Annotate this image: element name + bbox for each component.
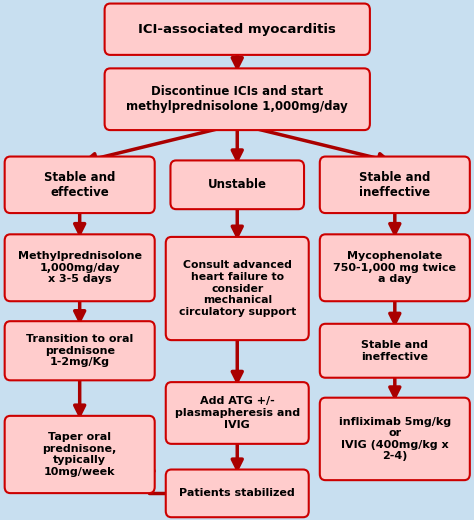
FancyBboxPatch shape xyxy=(166,237,309,340)
Text: Stable and
ineffective: Stable and ineffective xyxy=(361,340,428,361)
Text: Consult advanced
heart failure to
consider
mechanical
circulatory support: Consult advanced heart failure to consid… xyxy=(179,261,296,317)
Text: Add ATG +/-
plasmapheresis and
IVIG: Add ATG +/- plasmapheresis and IVIG xyxy=(175,396,300,430)
FancyBboxPatch shape xyxy=(320,157,470,213)
FancyBboxPatch shape xyxy=(320,398,470,480)
FancyBboxPatch shape xyxy=(105,68,370,130)
Text: Stable and
ineffective: Stable and ineffective xyxy=(359,171,430,199)
FancyBboxPatch shape xyxy=(105,4,370,55)
FancyBboxPatch shape xyxy=(320,235,470,301)
Text: Mycophenolate
750-1,000 mg twice
a day: Mycophenolate 750-1,000 mg twice a day xyxy=(333,251,456,284)
FancyBboxPatch shape xyxy=(5,157,155,213)
Text: Unstable: Unstable xyxy=(208,178,267,191)
Text: Taper oral
prednisone,
typically
10mg/week: Taper oral prednisone, typically 10mg/we… xyxy=(43,432,117,477)
FancyBboxPatch shape xyxy=(171,161,304,209)
Text: Stable and
effective: Stable and effective xyxy=(44,171,115,199)
Text: ICI-associated myocarditis: ICI-associated myocarditis xyxy=(138,23,336,36)
FancyBboxPatch shape xyxy=(5,235,155,301)
FancyBboxPatch shape xyxy=(166,470,309,517)
Text: infliximab 5mg/kg
or
IVIG (400mg/kg x
2-4): infliximab 5mg/kg or IVIG (400mg/kg x 2-… xyxy=(339,417,451,461)
Text: Patients stabilized: Patients stabilized xyxy=(179,488,295,498)
FancyBboxPatch shape xyxy=(166,382,309,444)
Text: Discontinue ICIs and start
methylprednisolone 1,000mg/day: Discontinue ICIs and start methylprednis… xyxy=(127,85,348,113)
FancyBboxPatch shape xyxy=(320,324,470,378)
Text: Methylprednisolone
1,000mg/day
x 3-5 days: Methylprednisolone 1,000mg/day x 3-5 day… xyxy=(18,251,142,284)
Text: Transition to oral
prednisone
1-2mg/Kg: Transition to oral prednisone 1-2mg/Kg xyxy=(26,334,133,367)
FancyBboxPatch shape xyxy=(5,416,155,493)
FancyBboxPatch shape xyxy=(5,321,155,380)
